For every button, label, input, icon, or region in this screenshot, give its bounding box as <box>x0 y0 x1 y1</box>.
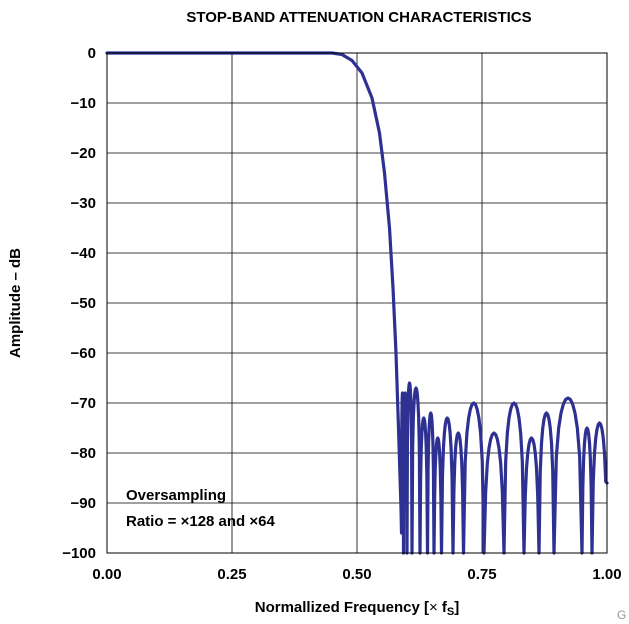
y-tick-label: −70 <box>71 395 96 412</box>
y-tick-label: −100 <box>62 545 96 562</box>
y-tick-label: −40 <box>71 245 96 262</box>
x-tick-label: 0.00 <box>92 566 121 583</box>
annotation-line-1: Oversampling <box>126 487 226 504</box>
x-tick-label: 0.50 <box>342 566 371 583</box>
amplitude-response-line <box>105 51 609 555</box>
x-axis-label: Normallized Frequency [× fS] <box>255 599 460 618</box>
x-axis-label-times: × <box>429 599 438 616</box>
y-tick-label: −30 <box>71 195 96 212</box>
chart-title: STOP-BAND ATTENUATION CHARACTERISTICS <box>186 9 531 26</box>
y-tick-label: −60 <box>71 345 96 362</box>
y-tick-label: −80 <box>71 445 96 462</box>
y-tick-label: 0 <box>88 45 96 62</box>
y-tick-label: −10 <box>71 95 96 112</box>
x-axis-label-f: f <box>438 599 448 616</box>
x-tick-label: 0.75 <box>467 566 496 583</box>
grid-lines <box>106 52 608 554</box>
x-tick-label: 0.25 <box>217 566 246 583</box>
x-axis-label-subscript: S <box>447 606 454 618</box>
y-tick-label: −90 <box>71 495 96 512</box>
x-axis-label-close: ] <box>454 599 459 616</box>
plot-area-border <box>106 52 608 554</box>
y-tick-label: −50 <box>71 295 96 312</box>
y-tick-labels: 0 −10 −20 −30 −40 −50 −60 −70 −80 −90 −100 <box>62 45 96 562</box>
x-tick-label: 1.00 <box>592 566 621 583</box>
corner-mark: G <box>617 608 626 622</box>
x-tick-labels: 0.00 0.25 0.50 0.75 1.00 <box>92 566 621 583</box>
y-tick-label: −20 <box>71 145 96 162</box>
annotation-line-2: Ratio = ×128 and ×64 <box>126 513 275 530</box>
x-axis-label-main: Normallized Frequency [ <box>255 599 429 616</box>
y-axis-label: Amplitude – dB <box>7 248 24 358</box>
